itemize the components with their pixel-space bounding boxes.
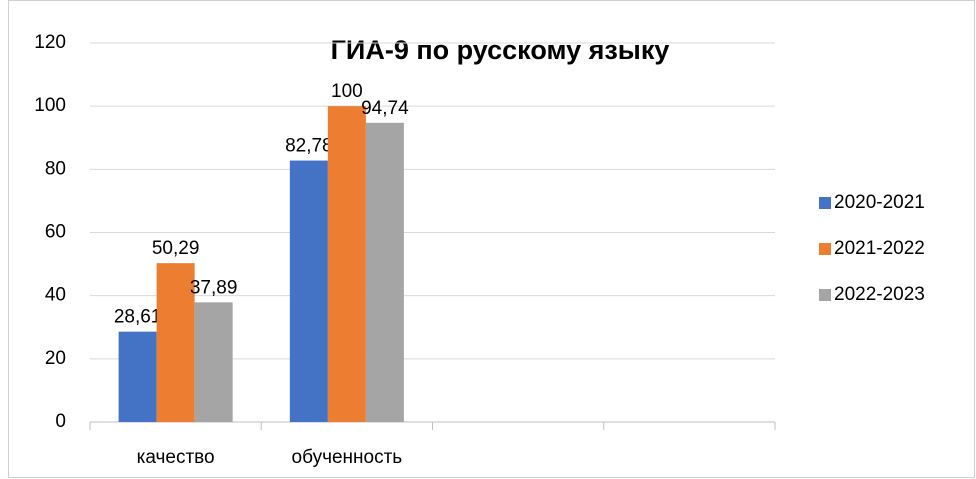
legend-swatch — [819, 197, 831, 209]
x-tick-label: качество — [137, 447, 215, 468]
bar — [156, 263, 195, 422]
chart-title: ГИА-9 по русскому языку — [331, 35, 670, 65]
y-tick-label: 80 — [45, 158, 66, 179]
legend-swatch — [819, 243, 831, 255]
data-label: 28,61 — [114, 307, 162, 328]
bar — [289, 160, 328, 422]
bar — [194, 302, 233, 422]
legend-label: 2020-2021 — [834, 192, 925, 213]
data-label: 37,89 — [190, 277, 238, 298]
legend-label: 2021-2022 — [834, 238, 925, 259]
y-tick-label: 0 — [55, 411, 66, 432]
bar — [118, 331, 157, 422]
y-tick-label: 20 — [45, 348, 66, 369]
y-tick-label: 40 — [45, 285, 66, 306]
y-tick-label: 100 — [34, 95, 66, 116]
bar — [365, 122, 404, 422]
y-tick-label: 60 — [45, 222, 66, 243]
legend-label: 2022-2023 — [834, 284, 925, 305]
legend-swatch — [819, 289, 831, 301]
y-tick-label: 120 — [34, 32, 66, 53]
data-label: 94,74 — [361, 98, 409, 119]
data-label: 50,29 — [152, 238, 200, 259]
data-label: 100 — [331, 81, 363, 102]
x-tick-label: обученность — [292, 447, 403, 468]
data-label: 82,78 — [285, 136, 333, 157]
bar — [327, 106, 366, 423]
